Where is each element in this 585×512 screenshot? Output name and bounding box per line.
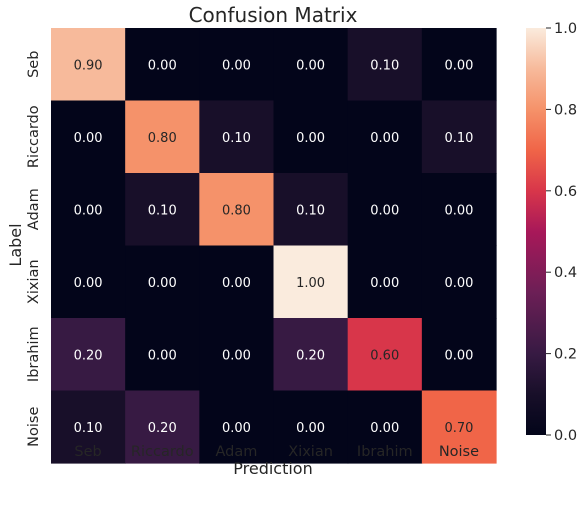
y-tick-label: Seb: [26, 51, 42, 78]
heatmap-cell: [273, 390, 349, 464]
colorbar-ticks: 0.0 0.2 0.4 0.6 0.8 1.0: [546, 21, 577, 444]
heatmap-cell: [199, 173, 275, 247]
heatmap-cell: [125, 318, 200, 392]
heatmap-cell: [273, 318, 349, 392]
x-tick-label: Xixian: [288, 444, 333, 460]
heatmap-cell: [199, 245, 275, 319]
cell-value-label: 0.00: [296, 421, 325, 436]
heatmap-cell: [347, 245, 423, 319]
cell-value-label: 0.10: [370, 58, 399, 73]
cell-value-label: 0.00: [296, 58, 325, 73]
cell-value-label: 0.00: [370, 421, 399, 436]
y-tick-label: Ibrahim: [26, 326, 42, 382]
x-axis-label: Prediction: [233, 459, 312, 478]
colorbar-tick-label: 0.4: [554, 265, 577, 281]
x-tick-label: Riccardo: [131, 444, 194, 460]
heatmap-cell: [125, 245, 200, 319]
y-tick-label: Noise: [26, 407, 42, 447]
cell-value-label: 0.70: [444, 421, 473, 436]
cell-value-label: 0.10: [148, 203, 177, 218]
y-tick-label: Riccardo: [26, 105, 42, 168]
heatmap-cell: [347, 390, 423, 464]
heatmap-cell: [51, 245, 126, 319]
cell-value-label: 0.20: [148, 421, 177, 436]
cell-value-label: 0.10: [444, 131, 473, 146]
cell-value-label: 0.00: [74, 131, 103, 146]
cell-value-label: 0.00: [222, 348, 251, 363]
y-axis-label: Label: [6, 223, 25, 266]
heatmap-cell: [199, 100, 275, 174]
heatmap-cell: [347, 28, 423, 102]
heatmap-cell: [273, 173, 349, 247]
heatmap-cell: [347, 318, 423, 392]
cell-value-label: 0.10: [74, 421, 103, 436]
cell-value-label: 0.20: [74, 348, 103, 363]
colorbar-tick-label: 1.0: [554, 21, 577, 37]
heatmap-cell: [347, 173, 423, 247]
cell-value-label: 0.10: [296, 203, 325, 218]
cell-value-label: 0.80: [148, 131, 177, 146]
heatmap-cell: [273, 28, 349, 102]
cell-value-label: 0.20: [296, 348, 325, 363]
heatmap-cell: [199, 390, 275, 464]
cell-value-label: 0.00: [444, 276, 473, 291]
cell-value-label: 0.00: [444, 58, 473, 73]
heatmap-cell: [51, 390, 126, 464]
y-tick-label: Xixian: [26, 259, 42, 304]
heatmap-cell: [421, 318, 497, 392]
colorbar-tick-label: 0.6: [554, 184, 577, 200]
x-tick-label: Noise: [439, 444, 479, 460]
heatmap-cell: [273, 100, 349, 174]
heatmap-cell: [51, 173, 126, 247]
x-tick-label: Seb: [74, 444, 101, 460]
heatmap-cell: [51, 100, 126, 174]
heatmap-cell: [421, 100, 497, 174]
cell-value-label: 0.00: [222, 58, 251, 73]
cell-value-label: 0.00: [370, 276, 399, 291]
cell-value-label: 0.00: [148, 58, 177, 73]
heatmap-cell: [347, 100, 423, 174]
heatmap-cell: [421, 28, 497, 102]
heatmap-cell: [421, 245, 497, 319]
cell-value-label: 0.00: [148, 276, 177, 291]
heatmap-cell: [125, 390, 200, 464]
heatmap-cell: [421, 390, 497, 464]
cell-value-label: 0.10: [222, 131, 251, 146]
colorbar-tick-label: 0.0: [554, 428, 577, 444]
heatmap-cells: 0.90 0.00 0.00 0.00 0.10 0.00 0.00 0.80 0.10 0.00…: [51, 28, 497, 464]
colorbar-tick-label: 0.8: [554, 102, 577, 118]
cell-value-label: 0.00: [74, 203, 103, 218]
cell-value-label: 0.00: [148, 348, 177, 363]
cell-value-label: 0.00: [444, 203, 473, 218]
y-tick-label: Adam: [26, 188, 42, 230]
cell-value-label: 0.00: [444, 348, 473, 363]
colorbar: [526, 28, 546, 435]
heatmap-cell: [125, 100, 200, 174]
chart-title: Confusion Matrix: [189, 3, 358, 27]
cell-value-label: 0.00: [222, 276, 251, 291]
cell-value-label: 0.00: [296, 131, 325, 146]
x-tick-label: Ibrahim: [357, 444, 413, 460]
cell-value-label: 1.00: [296, 276, 325, 291]
heatmap-cell: [421, 173, 497, 247]
heatmap-cell: [199, 318, 275, 392]
heatmap-cell: [125, 173, 200, 247]
y-tick-labels: Seb Riccardo Adam Xixian Ibrahim Noise: [26, 51, 42, 447]
cell-value-label: 0.00: [222, 421, 251, 436]
cell-value-label: 0.00: [370, 203, 399, 218]
cell-value-label: 0.80: [222, 203, 251, 218]
colorbar-tick-label: 0.2: [554, 347, 577, 363]
cell-value-label: 0.90: [74, 58, 103, 73]
heatmap-cell: [51, 318, 126, 392]
heatmap-cell: [273, 245, 349, 319]
cell-value-label: 0.00: [74, 276, 103, 291]
x-tick-label: Adam: [215, 444, 257, 460]
heatmap-cell: [51, 28, 126, 102]
x-tick-labels: Seb Riccardo Adam Xixian Ibrahim Noise: [74, 444, 479, 460]
cell-value-label: 0.00: [370, 131, 399, 146]
heatmap-cell: [125, 28, 200, 102]
heatmap-cell: [199, 28, 275, 102]
cell-value-label: 0.60: [370, 348, 399, 363]
